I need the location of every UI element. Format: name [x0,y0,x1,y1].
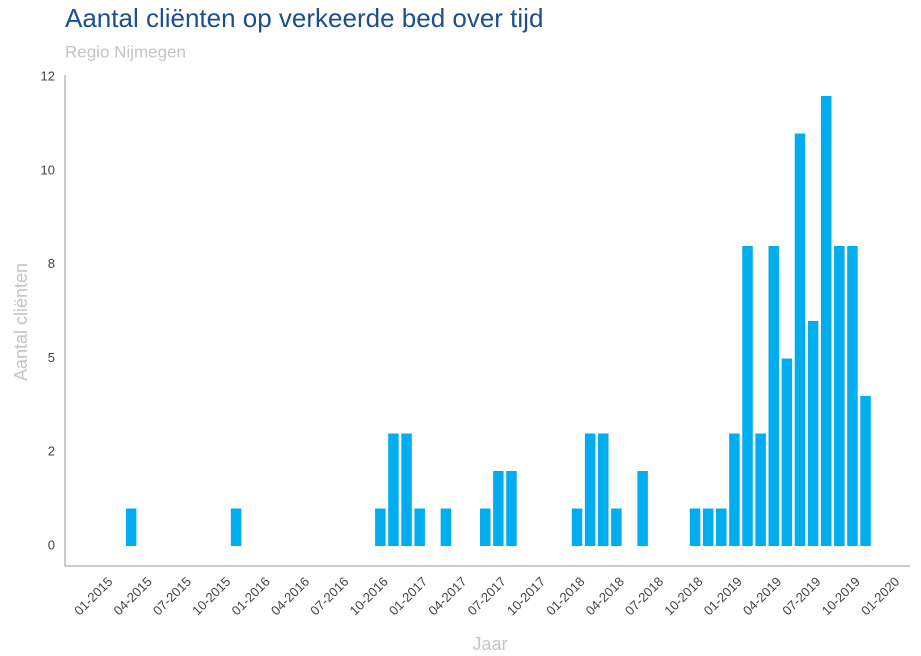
bar [375,508,386,546]
bar [401,433,412,546]
bar [637,471,648,546]
bar [702,508,714,546]
bar [440,508,452,546]
bar [847,246,858,546]
x-tick-label: 04-2016 [268,574,312,618]
x-tick-label: 01-2019 [701,574,745,618]
bar [794,133,806,546]
x-tick-label: 01-2015 [71,574,115,618]
x-tick-label: 07-2016 [307,574,351,618]
bar [768,246,779,546]
x-tick-label: 04-2019 [740,574,784,618]
bar [820,96,832,546]
bar [742,246,753,546]
x-tick-label: 10-2016 [347,574,391,618]
chart-subtitle: Regio Nijmegen [65,42,186,61]
bar [125,508,137,546]
x-tick-label: 01-2017 [386,574,430,618]
bar [598,433,609,546]
bar [584,433,596,546]
y-tick-label: 2 [48,444,55,459]
y-tick-label: 12 [41,69,55,84]
bar [493,471,504,546]
x-tick-label: 07-2019 [779,574,823,618]
x-tick-label: 04-2018 [583,574,627,618]
y-axis-label: Aantal cliënten [11,263,31,381]
bar [755,433,766,546]
bar [414,508,425,546]
x-tick-label: 01-2018 [543,574,587,618]
x-tick-label: 01-2020 [858,574,902,618]
y-tick-label: 10 [41,162,55,177]
x-axis-label: Jaar [472,634,507,654]
x-tick-label: 04-2017 [425,574,469,618]
chart-title: Aantal cliënten op verkeerde bed over ti… [65,3,543,33]
bar [611,508,622,546]
bar [388,433,399,546]
bar [571,508,583,546]
bar [230,508,242,546]
x-tick-label: 04-2015 [110,574,154,618]
bar [834,246,845,546]
y-tick-label: 0 [48,537,55,552]
x-tick-label: 07-2018 [622,574,666,618]
x-tick-label: 10-2018 [661,574,705,618]
x-tick-label: 10-2015 [189,574,233,618]
x-tick-label: 07-2017 [465,574,509,618]
bar [689,508,701,546]
bar [479,508,491,546]
bar [860,396,871,546]
bar [729,433,740,546]
x-tick-label: 07-2015 [150,574,194,618]
y-tick-label: 5 [48,350,55,365]
bar [716,508,727,546]
x-tick-label: 10-2019 [819,574,863,618]
bar [807,321,819,546]
bar [506,471,517,546]
x-tick-label: 01-2016 [229,574,273,618]
x-tick-label: 10-2017 [504,574,548,618]
bar [781,358,793,546]
y-tick-label: 8 [48,256,55,271]
